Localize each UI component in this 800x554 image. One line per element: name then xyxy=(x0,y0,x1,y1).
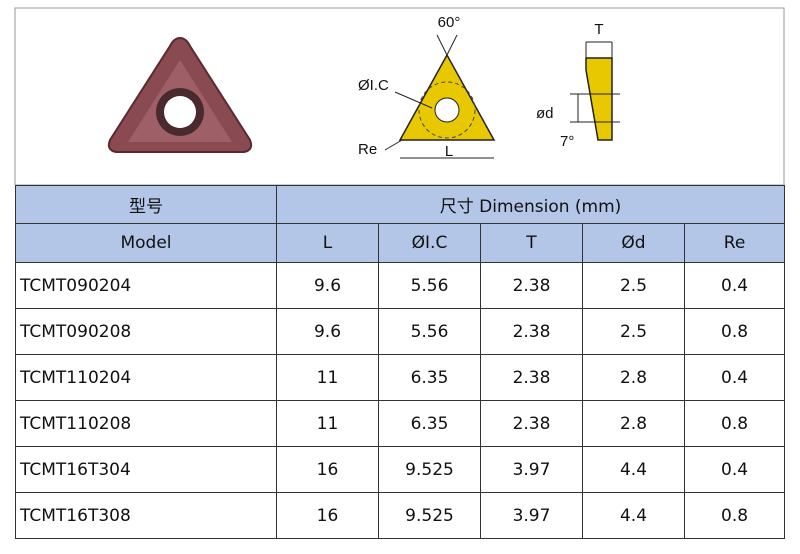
table-cell: TCMT16T308 xyxy=(15,492,277,539)
table-cell: 3.97 xyxy=(480,446,583,493)
table-cell: TCMT110204 xyxy=(15,354,277,401)
table-cell: 6.35 xyxy=(378,400,481,447)
header-cell: 尺寸 Dimension (mm) xyxy=(275,185,786,224)
table-cell: 16 xyxy=(276,446,379,493)
header-cell: Model xyxy=(15,223,277,263)
table-row: TCMT110204 11 6.35 2.38 2.8 0.4 xyxy=(15,354,786,401)
table-cell: 2.5 xyxy=(582,308,685,355)
table-cell: 9.6 xyxy=(276,262,379,309)
header-cell: 型号 xyxy=(15,185,277,224)
relief-label: 7° xyxy=(560,133,574,150)
insert-photo xyxy=(107,36,253,153)
column-header-row: Model L ØI.C T Ød Re xyxy=(15,223,786,263)
header-cell: ØI.C xyxy=(378,223,481,263)
table-cell: 11 xyxy=(276,354,379,401)
figure: 60° ØI.C Re L T ød 7° xyxy=(14,7,785,185)
table-cell: 16 xyxy=(276,492,379,539)
table-cell: 2.8 xyxy=(582,400,685,447)
table-cell: 9.525 xyxy=(378,446,481,493)
table-cell: 3.97 xyxy=(480,492,583,539)
table-cell: 9.6 xyxy=(276,308,379,355)
table-cell: 0.4 xyxy=(683,354,786,401)
table-cell: TCMT110208 xyxy=(15,400,277,447)
header-cell: T xyxy=(480,223,583,263)
angle-label: 60° xyxy=(438,14,461,31)
table-cell: 2.38 xyxy=(480,354,583,401)
table-cell: 2.38 xyxy=(480,262,583,309)
table-cell: TCMT090204 xyxy=(15,262,277,309)
table-row: TCMT16T308 16 9.525 3.97 4.4 0.8 xyxy=(15,492,786,539)
table-cell: 4.4 xyxy=(582,446,685,493)
group-header-row: 型号 尺寸 Dimension (mm) xyxy=(15,185,786,224)
length-label: L xyxy=(445,143,453,160)
table-cell: 5.56 xyxy=(378,308,481,355)
header-cell: Re xyxy=(683,223,786,263)
figure-frame xyxy=(14,7,785,185)
table-cell: 2.5 xyxy=(582,262,685,309)
table-cell: 11 xyxy=(276,400,379,447)
table-cell: 2.8 xyxy=(582,354,685,401)
table-row: TCMT090204 9.6 5.56 2.38 2.5 0.4 xyxy=(15,262,786,309)
table-cell: 0.4 xyxy=(683,446,786,493)
hole-label: ød xyxy=(536,105,554,122)
ic-label: ØI.C xyxy=(358,77,389,94)
table-cell: 6.35 xyxy=(378,354,481,401)
header-cell: L xyxy=(276,223,379,263)
header-cell: Ød xyxy=(582,223,685,263)
spec-table: 型号 尺寸 Dimension (mm) Model L ØI.C T Ød Re TCMT09… xyxy=(15,185,786,539)
table-cell: 0.8 xyxy=(683,492,786,539)
table-cell: TCMT090208 xyxy=(15,308,277,355)
re-label: Re xyxy=(358,141,377,158)
table-cell: 0.8 xyxy=(683,400,786,447)
side-view-diagram: T ød 7° xyxy=(536,21,620,150)
table-cell: 5.56 xyxy=(378,262,481,309)
table-row: TCMT16T304 16 9.525 3.97 4.4 0.4 xyxy=(15,446,786,493)
thickness-label: T xyxy=(594,21,603,38)
table-cell: 2.38 xyxy=(480,308,583,355)
table-row: TCMT110208 11 6.35 2.38 2.8 0.8 xyxy=(15,400,786,447)
top-view-diagram: 60° ØI.C Re L xyxy=(358,14,496,160)
table-cell: TCMT16T304 xyxy=(15,446,277,493)
table-cell: 2.38 xyxy=(480,400,583,447)
table-row: TCMT090208 9.6 5.56 2.38 2.5 0.8 xyxy=(15,308,786,355)
table-cell: 9.525 xyxy=(378,492,481,539)
table-cell: 4.4 xyxy=(582,492,685,539)
table-cell: 0.8 xyxy=(683,308,786,355)
table-cell: 0.4 xyxy=(683,262,786,309)
